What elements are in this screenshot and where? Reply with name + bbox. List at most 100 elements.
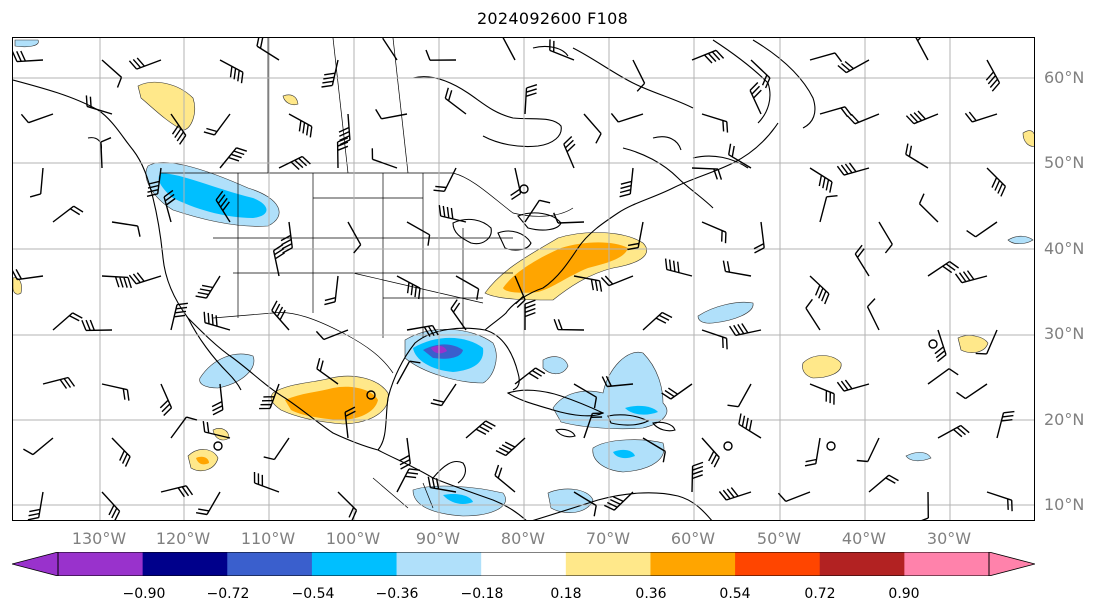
wind-barb — [202, 421, 231, 439]
wind-barb — [514, 367, 546, 385]
wind-barb — [438, 205, 467, 223]
wind-barb — [642, 437, 666, 463]
colorbar-over-arrow — [988, 552, 1035, 576]
wind-barb — [146, 167, 162, 197]
lon-label-40w: 40°W — [841, 529, 887, 548]
wind-barb — [804, 437, 821, 467]
wind-barb — [868, 474, 899, 493]
wind-barb — [42, 376, 76, 389]
wind-barb — [866, 298, 880, 331]
wind-barb — [642, 311, 673, 331]
wind-barb — [375, 109, 408, 120]
colorbar-tick-036: 0.36 — [635, 586, 667, 602]
wind-barb — [52, 205, 84, 223]
colorbar-tick-018: 0.18 — [550, 586, 582, 602]
shade-atl-yellow2 — [957, 335, 989, 353]
wind-barb — [170, 416, 198, 439]
shade-nw-corner — [14, 39, 39, 48]
lon-label-50w: 50°W — [756, 529, 802, 548]
wind-barb — [661, 383, 693, 400]
shade-carib2-mid — [613, 449, 635, 459]
wind-barb — [430, 383, 457, 407]
wind-barb — [128, 272, 162, 285]
shade-bahamas — [542, 356, 569, 375]
wind-barb — [934, 329, 947, 363]
wind-barb — [371, 148, 398, 169]
wind-barb — [215, 190, 231, 223]
gridlines — [13, 38, 1034, 520]
wind-barb — [718, 487, 752, 501]
shade-ca-mid — [443, 493, 473, 504]
wind-barb — [819, 106, 853, 118]
wind-barb — [573, 491, 597, 517]
shade-carib-light — [552, 351, 668, 430]
wind-barb — [937, 424, 970, 439]
wind-barb — [13, 50, 44, 63]
wind-barb — [600, 275, 634, 287]
wind-barb — [219, 147, 248, 169]
wind-barb — [170, 302, 188, 331]
lat-label-50n: 50°N — [1044, 153, 1085, 172]
wind-barb — [259, 383, 280, 410]
wind-barb — [316, 358, 339, 385]
wind-barb — [203, 311, 231, 331]
wind-barb — [927, 261, 960, 277]
map-title: 2024092600 F108 — [476, 9, 629, 28]
wind-barb — [450, 299, 467, 331]
shade-pnw-mid — [158, 173, 267, 218]
shade-pac-orange — [196, 456, 209, 465]
wind-barb — [975, 329, 998, 355]
wind-barb — [805, 298, 821, 331]
wind-barb — [691, 49, 725, 64]
wind-barb — [455, 275, 480, 300]
wind-barb — [382, 38, 398, 61]
wind-barb — [996, 410, 1015, 439]
wind-barb — [691, 167, 723, 180]
wind-barb — [195, 491, 221, 516]
shade-carib-mid — [625, 405, 658, 415]
lon-label-110w: 110°W — [240, 529, 296, 548]
wind-barb — [406, 324, 439, 337]
wind-barb — [819, 195, 838, 223]
lat-label-10n: 10°N — [1044, 495, 1085, 514]
wind-barb — [433, 167, 457, 192]
wind-barb — [750, 59, 771, 89]
wind-barb — [399, 437, 411, 470]
wind-barb — [524, 299, 536, 331]
wind-barb — [927, 368, 959, 385]
wind-barb — [85, 95, 113, 115]
wind-barb — [986, 167, 1007, 197]
wind-barb — [427, 476, 457, 493]
wind-barb — [495, 437, 526, 457]
wind-barb — [905, 110, 939, 125]
wind-barb — [253, 471, 280, 493]
shade-bc-yellow — [282, 94, 299, 106]
wind-barb — [964, 111, 998, 123]
lon-label-70w: 70°W — [585, 529, 631, 548]
lat-label-40n: 40°N — [1044, 239, 1085, 258]
wind-barb — [52, 312, 83, 331]
wind-barb — [321, 59, 339, 88]
colorbar-frame — [57, 552, 990, 576]
shade-e-yellow — [1022, 130, 1034, 147]
wind-barb — [986, 491, 1013, 512]
wind-barb — [985, 59, 1001, 92]
wind-barb — [406, 221, 431, 246]
wind-barb — [510, 167, 522, 200]
colorbar-tick-054: 0.54 — [719, 586, 751, 602]
shade-atl-yellow — [802, 355, 842, 379]
wind-barb — [549, 39, 575, 61]
colorbar-under-arrow — [12, 552, 59, 576]
wind-barb — [23, 437, 54, 456]
wind-barb — [729, 323, 762, 337]
lat-label-60n: 60°N — [1044, 68, 1085, 87]
wind-barb — [272, 244, 285, 277]
wind-barb — [809, 52, 843, 63]
wind-barb — [856, 437, 880, 463]
colorbar-tick-neg018: −0.18 — [460, 586, 504, 602]
colorbar-bin — [565, 552, 651, 576]
wind-barb — [583, 113, 602, 144]
wind-barb — [610, 112, 644, 123]
wind-barb — [619, 167, 634, 198]
wind-barb — [160, 485, 194, 498]
